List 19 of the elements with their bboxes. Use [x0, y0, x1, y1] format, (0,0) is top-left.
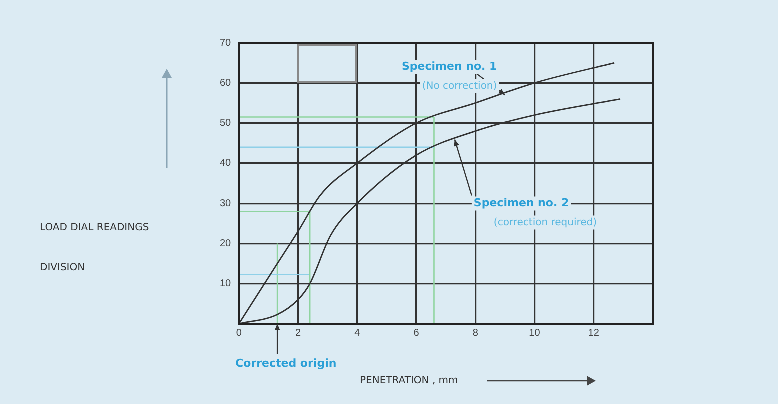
x-tick-label: 6 — [414, 328, 420, 339]
y-tick-label: 20 — [220, 238, 232, 250]
y-tick-label: 30 — [220, 198, 232, 210]
y-tick-label: 10 — [220, 278, 232, 290]
x-tick-label: 0 — [236, 328, 242, 339]
annotation: Specimen no. 2 (correction required) — [474, 196, 598, 228]
y-tick-label: 50 — [220, 118, 232, 130]
y-tick-label: 40 — [220, 158, 232, 170]
x-tick-label: 10 — [529, 328, 541, 339]
x-tick-label: 12 — [588, 328, 600, 339]
x-tick-label: 8 — [472, 328, 479, 339]
y-tick-label: 70 — [220, 38, 232, 49]
y-tick-label: 60 — [220, 78, 232, 89]
x-axis-title: PENETRATION , mm — [360, 376, 458, 387]
annotation: Corrected origin — [236, 356, 337, 370]
text: LOAD DIAL READINGS DIVISION — [40, 222, 150, 274]
x-tick-label: 4 — [354, 328, 361, 339]
x-tick-label: 2 — [295, 328, 302, 339]
annotation: Specimen no. 1 (No correction) — [402, 60, 498, 92]
